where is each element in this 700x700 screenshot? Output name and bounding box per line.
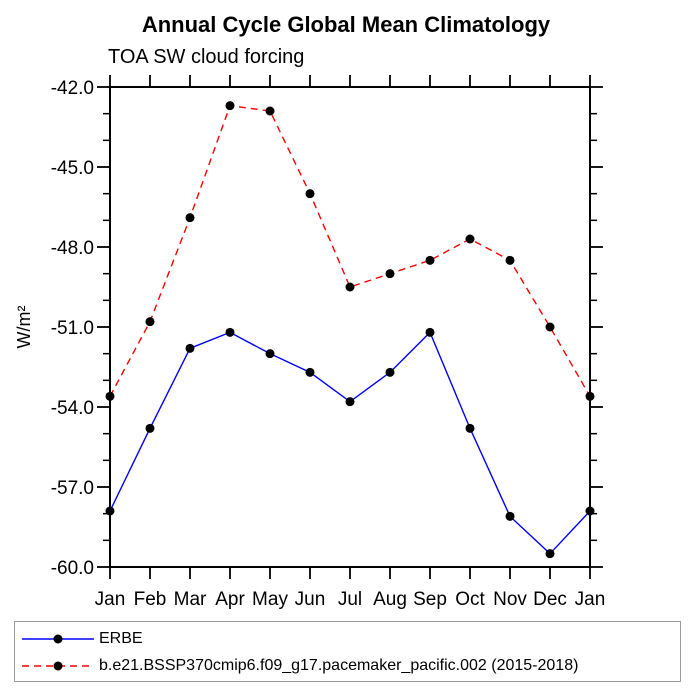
y-tick-label: -42.0 <box>51 78 94 99</box>
y-tick-label: -48.0 <box>51 238 94 259</box>
data-point <box>425 327 435 337</box>
data-point <box>545 549 555 559</box>
data-point <box>185 213 195 223</box>
data-point <box>585 391 595 401</box>
y-tick-label: -51.0 <box>51 318 94 339</box>
data-point <box>345 397 355 407</box>
data-point <box>505 255 515 265</box>
data-point <box>385 269 395 279</box>
legend-label: b.e21.BSSP370cmip6.f09_g17.pacemaker_pac… <box>99 657 579 674</box>
data-point <box>385 367 395 377</box>
data-point <box>265 106 275 116</box>
legend-line-sample-dashed <box>22 661 94 671</box>
y-tick-label: -54.0 <box>51 398 94 419</box>
legend: ERBE b.e21.BSSP370cmip6.f09_g17.pacemake… <box>14 621 681 682</box>
chart-subtitle: TOA SW cloud forcing <box>108 46 305 68</box>
data-point <box>225 101 235 111</box>
data-point <box>305 189 315 199</box>
data-point <box>185 343 195 353</box>
data-point <box>145 423 155 433</box>
line-chart: Jan Feb Mar Apr May Jun Jul Aug Sep Oct Nov Dec Jan-… <box>14 75 606 610</box>
x-tick-label: Feb <box>134 589 167 610</box>
x-tick-label: Jan <box>95 589 126 610</box>
legend-entry-model: b.e21.BSSP370cmip6.f09_g17.pacemaker_pac… <box>20 655 578 677</box>
x-tick-label: May <box>252 589 288 610</box>
legend-label: ERBE <box>99 630 143 647</box>
data-point <box>505 511 515 521</box>
x-tick-label: Jul <box>338 589 362 610</box>
data-point <box>585 506 595 516</box>
data-point <box>465 234 475 244</box>
y-tick-label: -57.0 <box>51 478 94 499</box>
x-tick-label: Jun <box>295 589 326 610</box>
chart-title: Annual Cycle Global Mean Climatology <box>141 12 551 37</box>
x-tick-label: Apr <box>215 589 245 610</box>
data-point <box>265 349 275 359</box>
data-point <box>305 367 315 377</box>
x-tick-label: Oct <box>455 589 485 610</box>
data-point <box>145 317 155 327</box>
x-tick-label: Sep <box>413 589 447 610</box>
data-point <box>545 322 555 332</box>
y-tick-label: -60.0 <box>51 558 94 579</box>
legend-marker <box>53 661 63 671</box>
x-tick-label: Mar <box>174 589 207 610</box>
x-tick-label: Aug <box>373 589 407 610</box>
legend-marker <box>53 634 63 644</box>
y-axis-title: W/m² <box>14 306 34 349</box>
data-point <box>425 255 435 265</box>
legend-line-sample-solid <box>22 634 94 644</box>
data-point <box>345 282 355 292</box>
data-point <box>105 506 115 516</box>
x-tick-label: Nov <box>493 589 527 610</box>
series-line-1 <box>109 104 591 397</box>
x-tick-label: Jan <box>575 589 606 610</box>
plot-border <box>109 86 591 568</box>
data-point <box>225 327 235 337</box>
series-line-0 <box>109 331 591 555</box>
data-point <box>465 423 475 433</box>
x-tick-label: Dec <box>533 589 567 610</box>
data-point <box>105 391 115 401</box>
legend-entry-erbe: ERBE <box>20 628 143 650</box>
y-tick-label: -45.0 <box>51 158 94 179</box>
